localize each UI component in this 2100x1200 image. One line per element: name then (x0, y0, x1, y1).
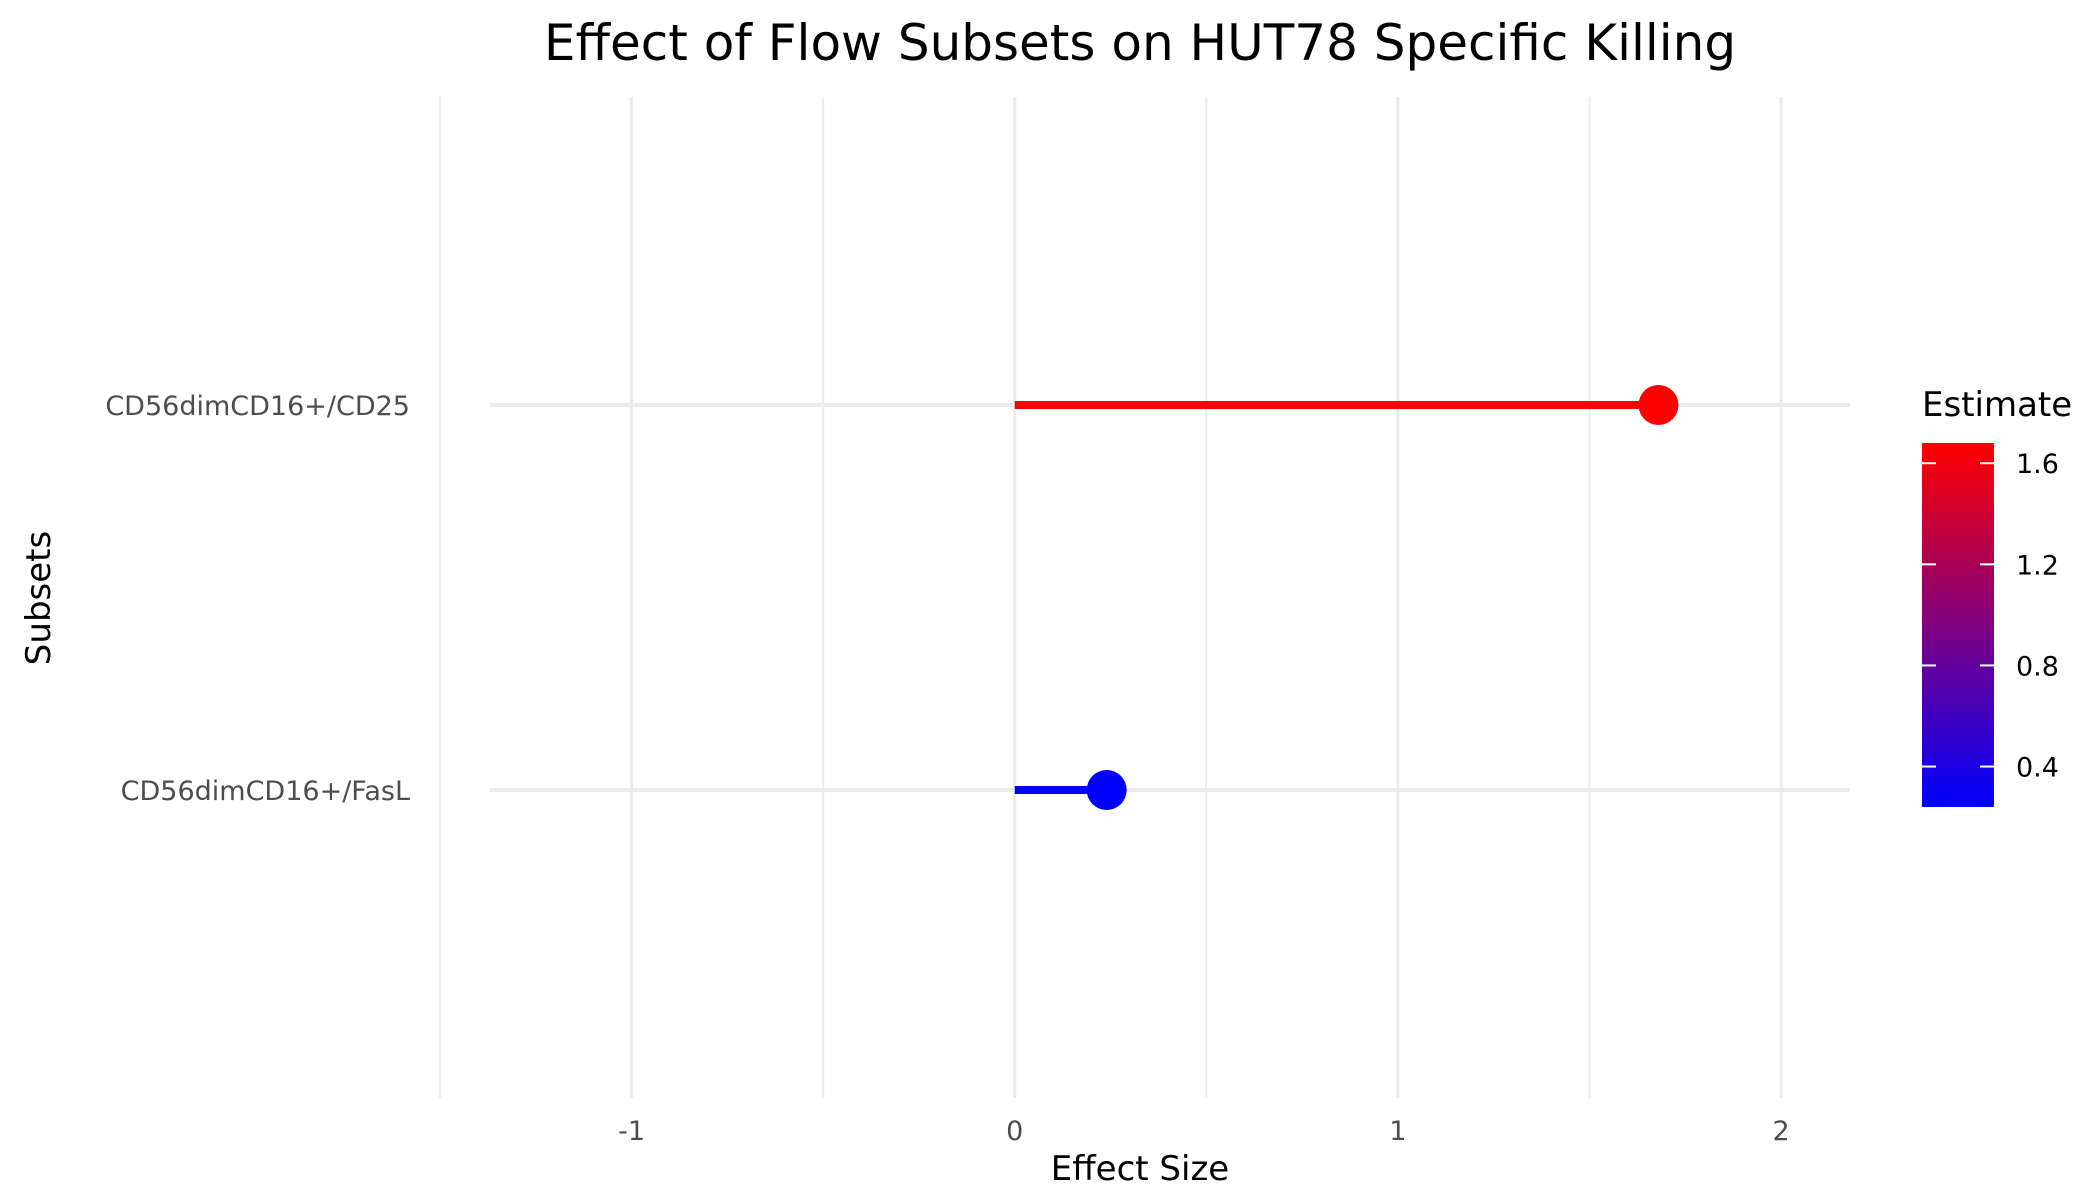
legend-tick-label: 1.2 (2016, 550, 2059, 581)
x-tick-labels: -1 0 1 2 (618, 1116, 1790, 1147)
y-tick-label: CD56dimCD16+/FasL (121, 776, 410, 807)
legend-colorbar (1922, 443, 1994, 807)
x-tick-label: 1 (1389, 1116, 1406, 1147)
y-tick-labels: CD56dimCD16+/CD25 CD56dimCD16+/FasL (105, 391, 410, 807)
x-tick-label: -1 (618, 1116, 645, 1147)
data-marks (1014, 385, 1679, 810)
y-axis-title: Subsets (19, 531, 59, 665)
y-tick-label: CD56dimCD16+/CD25 (105, 391, 410, 422)
legend-tick-label: 0.8 (2016, 651, 2059, 682)
legend: Estimate 0.4 0.8 1.2 1.6 (1922, 385, 2072, 807)
lollipop-point (1638, 385, 1679, 425)
chart-title: Effect of Flow Subsets on HUT78 Specific… (544, 14, 1736, 72)
x-tick-label: 0 (1006, 1116, 1023, 1147)
legend-tick-label: 1.6 (2016, 449, 2059, 480)
legend-ticks: 0.4 0.8 1.2 1.6 (1922, 449, 2059, 784)
grid-layer (439, 97, 1850, 1098)
lollipop-point (1086, 770, 1127, 810)
x-axis-title: Effect Size (1051, 1149, 1229, 1189)
legend-title: Estimate (1922, 385, 2072, 425)
x-tick-label: 2 (1772, 1116, 1789, 1147)
legend-tick-label: 0.4 (2016, 753, 2059, 784)
